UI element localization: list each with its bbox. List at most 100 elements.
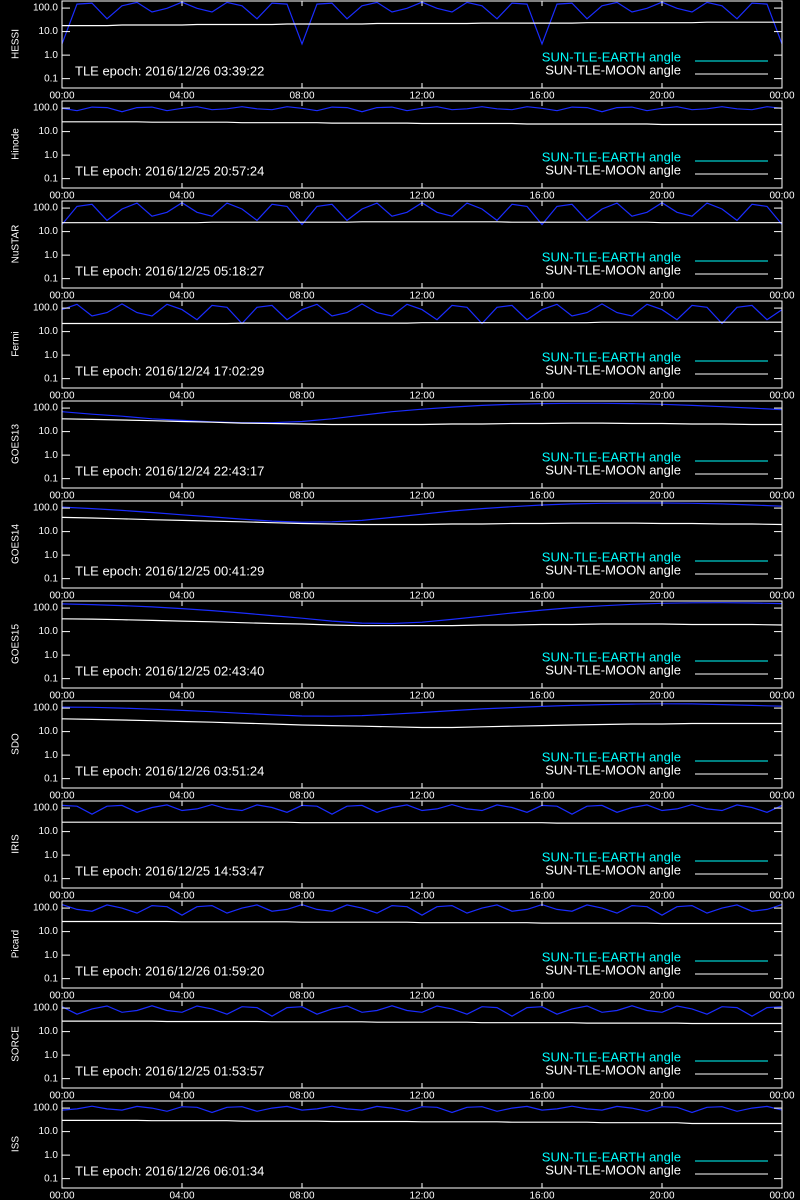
x-tick-label: 16:00 xyxy=(529,991,554,1002)
x-tick-label: 08:00 xyxy=(289,591,314,602)
y-tick-label: 10.0 xyxy=(39,1026,59,1037)
y-axis-label: Picard xyxy=(11,930,22,958)
y-tick-label: 100.0 xyxy=(33,603,58,614)
x-tick-label: 00:00 xyxy=(49,691,74,702)
annotation: TLE epoch: 2016/12/25 14:53:47 xyxy=(75,863,264,878)
panel: 0.1 1.0 10.0 100.0 00:00 04:00 08:00 12:00 16:00… xyxy=(11,0,795,102)
x-tick-label: 12:00 xyxy=(409,191,434,202)
y-axis-label: IRIS xyxy=(11,834,22,854)
x-tick-label: 12:00 xyxy=(409,491,434,502)
x-tick-label: 20:00 xyxy=(649,291,674,302)
x-tick-label: 16:00 xyxy=(529,1091,554,1102)
x-tick-label: 00:00 xyxy=(49,1091,74,1102)
legend-label: SUN-TLE-EARTH angle xyxy=(542,949,681,964)
x-tick-label: 20:00 xyxy=(649,191,674,202)
x-tick-label: 04:00 xyxy=(169,891,194,902)
x-tick-label: 00:00 xyxy=(49,991,74,1002)
x-tick-label: 00:00 xyxy=(769,591,794,602)
legend-label: SUN-TLE-MOON angle xyxy=(545,762,681,777)
x-tick-label: 12:00 xyxy=(409,291,434,302)
y-tick-label: 10.0 xyxy=(39,126,59,137)
y-tick-label: 1.0 xyxy=(44,250,58,261)
series-line xyxy=(61,106,783,113)
y-tick-label: 1.0 xyxy=(44,550,58,561)
legend-label: SUN-TLE-EARTH angle xyxy=(542,449,681,464)
annotation: TLE epoch: 2016/12/24 22:43:17 xyxy=(75,463,264,478)
y-tick-label: 1.0 xyxy=(44,450,58,461)
x-tick-label: 04:00 xyxy=(169,591,194,602)
x-tick-label: 16:00 xyxy=(529,1191,554,1200)
series-line xyxy=(61,618,783,627)
y-tick-label: 0.1 xyxy=(44,1173,58,1184)
x-tick-label: 08:00 xyxy=(289,491,314,502)
legend-label: SUN-TLE-EARTH angle xyxy=(542,649,681,664)
legend-label: SUN-TLE-MOON angle xyxy=(545,662,681,677)
legend-label: SUN-TLE-MOON angle xyxy=(545,1062,681,1077)
series-line xyxy=(61,418,782,426)
series-line xyxy=(61,516,783,526)
legend-label: SUN-TLE-MOON angle xyxy=(545,162,681,177)
y-tick-label: 1.0 xyxy=(44,750,58,761)
y-tick-label: 10.0 xyxy=(39,26,59,37)
y-tick-label: 10.0 xyxy=(39,826,59,837)
x-tick-label: 00:00 xyxy=(769,391,794,402)
x-tick-label: 00:00 xyxy=(49,391,74,402)
annotation: TLE epoch: 2016/12/25 01:53:57 xyxy=(75,1063,264,1078)
y-tick-label: 10.0 xyxy=(39,1126,59,1137)
x-tick-label: 16:00 xyxy=(529,691,554,702)
x-tick-label: 08:00 xyxy=(289,291,314,302)
y-tick-label: 100.0 xyxy=(33,703,58,714)
y-tick-label: 0.1 xyxy=(44,473,58,484)
y-tick-label: 10.0 xyxy=(39,726,59,737)
y-tick-label: 100.0 xyxy=(33,203,58,214)
y-axis-label: SDO xyxy=(11,733,22,755)
y-tick-label: 100.0 xyxy=(33,403,58,414)
annotation: TLE epoch: 2016/12/26 03:51:24 xyxy=(75,763,264,778)
x-tick-label: 12:00 xyxy=(409,891,434,902)
x-tick-label: 16:00 xyxy=(529,91,554,102)
legend-label: SUN-TLE-EARTH angle xyxy=(542,549,681,564)
y-tick-label: 10.0 xyxy=(39,326,59,337)
legend-label: SUN-TLE-MOON angle xyxy=(545,1162,681,1177)
panel: 0.1 1.0 10.0 100.0 00:00 04:00 08:00 12:00 16:00… xyxy=(11,400,795,502)
y-axis-label: Fermi xyxy=(11,331,22,357)
x-tick-label: 20:00 xyxy=(649,391,674,402)
y-tick-label: 100.0 xyxy=(33,1003,58,1014)
y-tick-label: 0.1 xyxy=(44,1073,58,1084)
panel: 0.1 1.0 10.0 100.0 00:00 04:00 08:00 12:00 16:00… xyxy=(11,1000,795,1102)
y-tick-label: 1.0 xyxy=(44,650,58,661)
x-tick-label: 04:00 xyxy=(169,1191,194,1200)
x-tick-label: 08:00 xyxy=(289,1091,314,1102)
series-line xyxy=(62,321,782,325)
x-tick-label: 20:00 xyxy=(649,1091,674,1102)
series-line xyxy=(61,718,782,729)
legend-label: SUN-TLE-EARTH angle xyxy=(542,1149,681,1164)
y-tick-label: 0.1 xyxy=(44,73,58,84)
x-tick-label: 08:00 xyxy=(289,691,314,702)
series-line xyxy=(61,1105,783,1114)
legend-label: SUN-TLE-MOON angle xyxy=(545,62,681,77)
legend-label: SUN-TLE-MOON angle xyxy=(545,962,681,977)
legend-label: SUN-TLE-MOON angle xyxy=(545,562,681,577)
panel: 0.1 1.0 10.0 100.0 00:00 04:00 08:00 12:00 16:00… xyxy=(11,200,795,302)
y-tick-label: 0.1 xyxy=(44,373,58,384)
y-tick-label: 1.0 xyxy=(44,350,58,361)
x-tick-label: 00:00 xyxy=(769,291,794,302)
x-tick-label: 00:00 xyxy=(769,91,794,102)
y-axis-label: GOES15 xyxy=(11,624,22,664)
series-line xyxy=(62,821,782,824)
x-tick-label: 08:00 xyxy=(289,891,314,902)
series-line xyxy=(61,402,783,424)
y-tick-label: 1.0 xyxy=(44,150,58,161)
x-tick-label: 08:00 xyxy=(289,791,314,802)
y-tick-label: 0.1 xyxy=(44,173,58,184)
x-tick-label: 16:00 xyxy=(529,491,554,502)
x-tick-label: 04:00 xyxy=(169,1091,194,1102)
x-tick-label: 00:00 xyxy=(49,1191,74,1200)
legend-label: SUN-TLE-EARTH angle xyxy=(542,1049,681,1064)
y-axis-label: Hinode xyxy=(11,128,22,160)
x-tick-label: 16:00 xyxy=(529,291,554,302)
y-axis-label: SORCE xyxy=(11,1026,22,1062)
y-tick-label: 0.1 xyxy=(44,573,58,584)
y-axis-label: GOES13 xyxy=(11,424,22,464)
